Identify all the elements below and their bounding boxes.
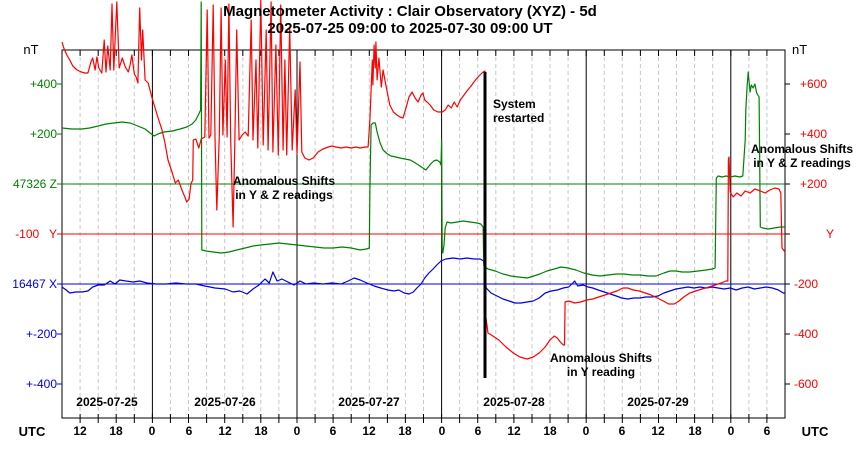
anomaly-y-reading: Anomalous Shifts in Y reading xyxy=(550,351,652,379)
hour-tick-label: 18 xyxy=(398,424,412,438)
title-block: Magnetometer Activity : Clair Observator… xyxy=(0,3,820,37)
anomaly-y-reading-line: in Y reading xyxy=(566,365,636,379)
hour-tick-label: 0 xyxy=(727,424,735,438)
left-scale-label: +-200 xyxy=(25,327,57,341)
anomaly-yz-left: Anomalous Shifts in Y & Z readings xyxy=(233,174,335,202)
right-scale-label: -200 xyxy=(794,277,819,291)
system-restarted-line: System xyxy=(493,97,536,111)
anomaly-yz-left-line: Anomalous Shifts xyxy=(232,174,336,188)
left-scale-label: +-400 xyxy=(25,377,57,391)
hour-tick-label: 12 xyxy=(362,424,376,438)
trace-Y xyxy=(61,0,786,360)
hour-tick-label: 18 xyxy=(543,424,557,438)
anomaly-yz-right-line: Anomalous Shifts xyxy=(750,142,854,156)
anomaly-yz-right-line: in Y & Z readings xyxy=(753,156,851,170)
hour-tick-label: 18 xyxy=(254,424,268,438)
system-restarted-line: restarted xyxy=(493,111,545,125)
hour-tick-label: 12 xyxy=(651,424,665,438)
anomaly-y-reading-line: Anomalous Shifts xyxy=(549,351,653,365)
right-scale-label: Y xyxy=(826,227,835,241)
date-label: 2025-07-26 xyxy=(194,395,256,409)
hour-tick-label: 6 xyxy=(185,424,193,438)
utc-left-label: UTC xyxy=(18,424,46,439)
date-label: 2025-07-27 xyxy=(338,395,400,409)
trace-X xyxy=(61,257,785,304)
hour-tick-label: 6 xyxy=(763,424,771,438)
left-scale-label: 47326 Z xyxy=(12,177,57,191)
anomaly-yz-right: Anomalous Shifts in Y & Z readings xyxy=(751,142,853,170)
date-label: 2025-07-29 xyxy=(627,395,689,409)
right-scale-label: +600 xyxy=(800,77,828,91)
right-scale-label: -600 xyxy=(794,377,819,391)
hour-tick-label: 6 xyxy=(329,424,337,438)
hour-tick-label: 18 xyxy=(688,424,702,438)
left-scale-label: +400 xyxy=(29,77,57,91)
right-scale-label: +200 xyxy=(800,177,828,191)
hour-tick-label: 18 xyxy=(109,424,123,438)
right-scale-label: -400 xyxy=(794,327,819,341)
hour-tick-label: 6 xyxy=(618,424,626,438)
system-restarted: System restarted xyxy=(493,97,544,125)
hour-tick-label: 12 xyxy=(507,424,521,438)
hour-tick-label: 0 xyxy=(582,424,590,438)
hour-tick-label: 0 xyxy=(438,424,446,438)
hour-tick-label: 12 xyxy=(73,424,87,438)
hour-tick-label: 0 xyxy=(148,424,156,438)
hour-tick-label: 6 xyxy=(474,424,482,438)
left-scale-label: 16467 X xyxy=(12,277,57,291)
utc-right-label: UTC xyxy=(801,424,829,439)
chart-title: Magnetometer Activity : Clair Observator… xyxy=(223,3,597,20)
anomaly-yz-left-line: in Y & Z readings xyxy=(235,188,333,202)
right-scale-label: +400 xyxy=(800,127,828,141)
hour-tick-label: 12 xyxy=(218,424,232,438)
hour-tick-label: 0 xyxy=(293,424,301,438)
left-scale-label: +200 xyxy=(29,127,57,141)
date-label: 2025-07-25 xyxy=(76,395,138,409)
trace-Z xyxy=(61,1,785,279)
date-label: 2025-07-28 xyxy=(483,395,545,409)
left-scale-label: -100 Y xyxy=(15,227,57,241)
chart-subtitle: 2025-07-25 09:00 to 2025-07-30 09:00 UT xyxy=(267,20,553,37)
right-unit-label: nT xyxy=(792,42,808,57)
left-unit-label: nT xyxy=(23,42,39,57)
